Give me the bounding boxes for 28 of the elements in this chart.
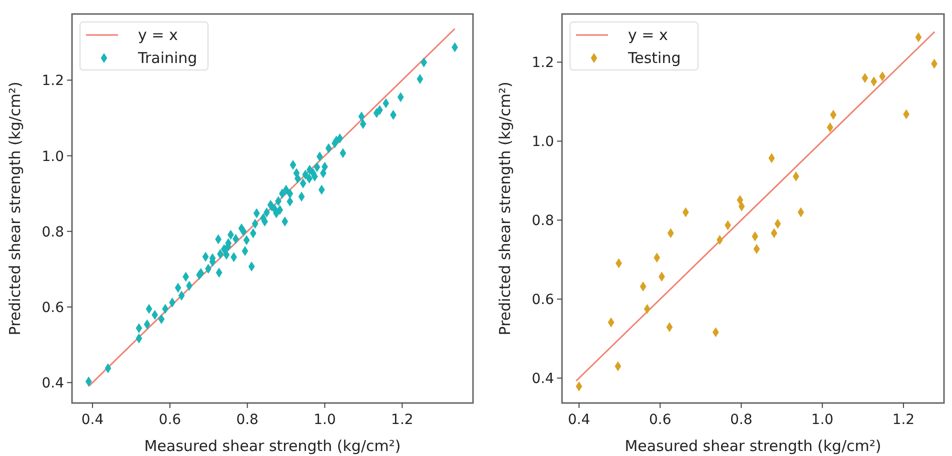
x-tick-label: 0.8 xyxy=(236,412,258,428)
y-tick-label: 1.2 xyxy=(42,73,64,90)
y-tick-label: 0.8 xyxy=(532,213,554,230)
y-tick-label: 0.6 xyxy=(532,292,554,308)
y-tick-label: 0.4 xyxy=(42,376,64,392)
x-tick-label: 0.8 xyxy=(730,412,752,428)
legend-label: Training xyxy=(137,49,198,67)
x-tick-label: 0.4 xyxy=(568,412,590,428)
y-tick-label: 0.4 xyxy=(532,371,554,388)
legend-label: Testing xyxy=(627,49,681,67)
y-tick-label: 1.0 xyxy=(532,134,554,150)
legend-label: y = x xyxy=(628,26,668,44)
x-axis-title: Measured shear strength (kg/cm²) xyxy=(144,437,401,455)
x-tick-label: 0.4 xyxy=(81,412,104,428)
x-axis-title: Measured shear strength (kg/cm²) xyxy=(624,437,882,455)
y-tick-label: 1.2 xyxy=(532,55,554,72)
x-tick-label: 1.0 xyxy=(811,412,834,428)
x-tick-label: 1.2 xyxy=(892,412,915,428)
y-tick-label: 1.0 xyxy=(42,148,64,165)
y-tick-label: 0.6 xyxy=(42,300,64,316)
x-tick-label: 0.6 xyxy=(649,412,672,428)
y-tick-label: 0.8 xyxy=(42,224,64,240)
y-axis-title: Predicted shear strength (kg/cm²) xyxy=(6,82,24,336)
x-tick-label: 0.6 xyxy=(158,412,182,428)
x-tick-label: 1.2 xyxy=(391,412,414,428)
x-tick-label: 1.0 xyxy=(314,412,336,428)
legend-label: y = x xyxy=(138,26,178,44)
y-axis-title: Predicted shear strength (kg/cm²) xyxy=(496,82,514,336)
